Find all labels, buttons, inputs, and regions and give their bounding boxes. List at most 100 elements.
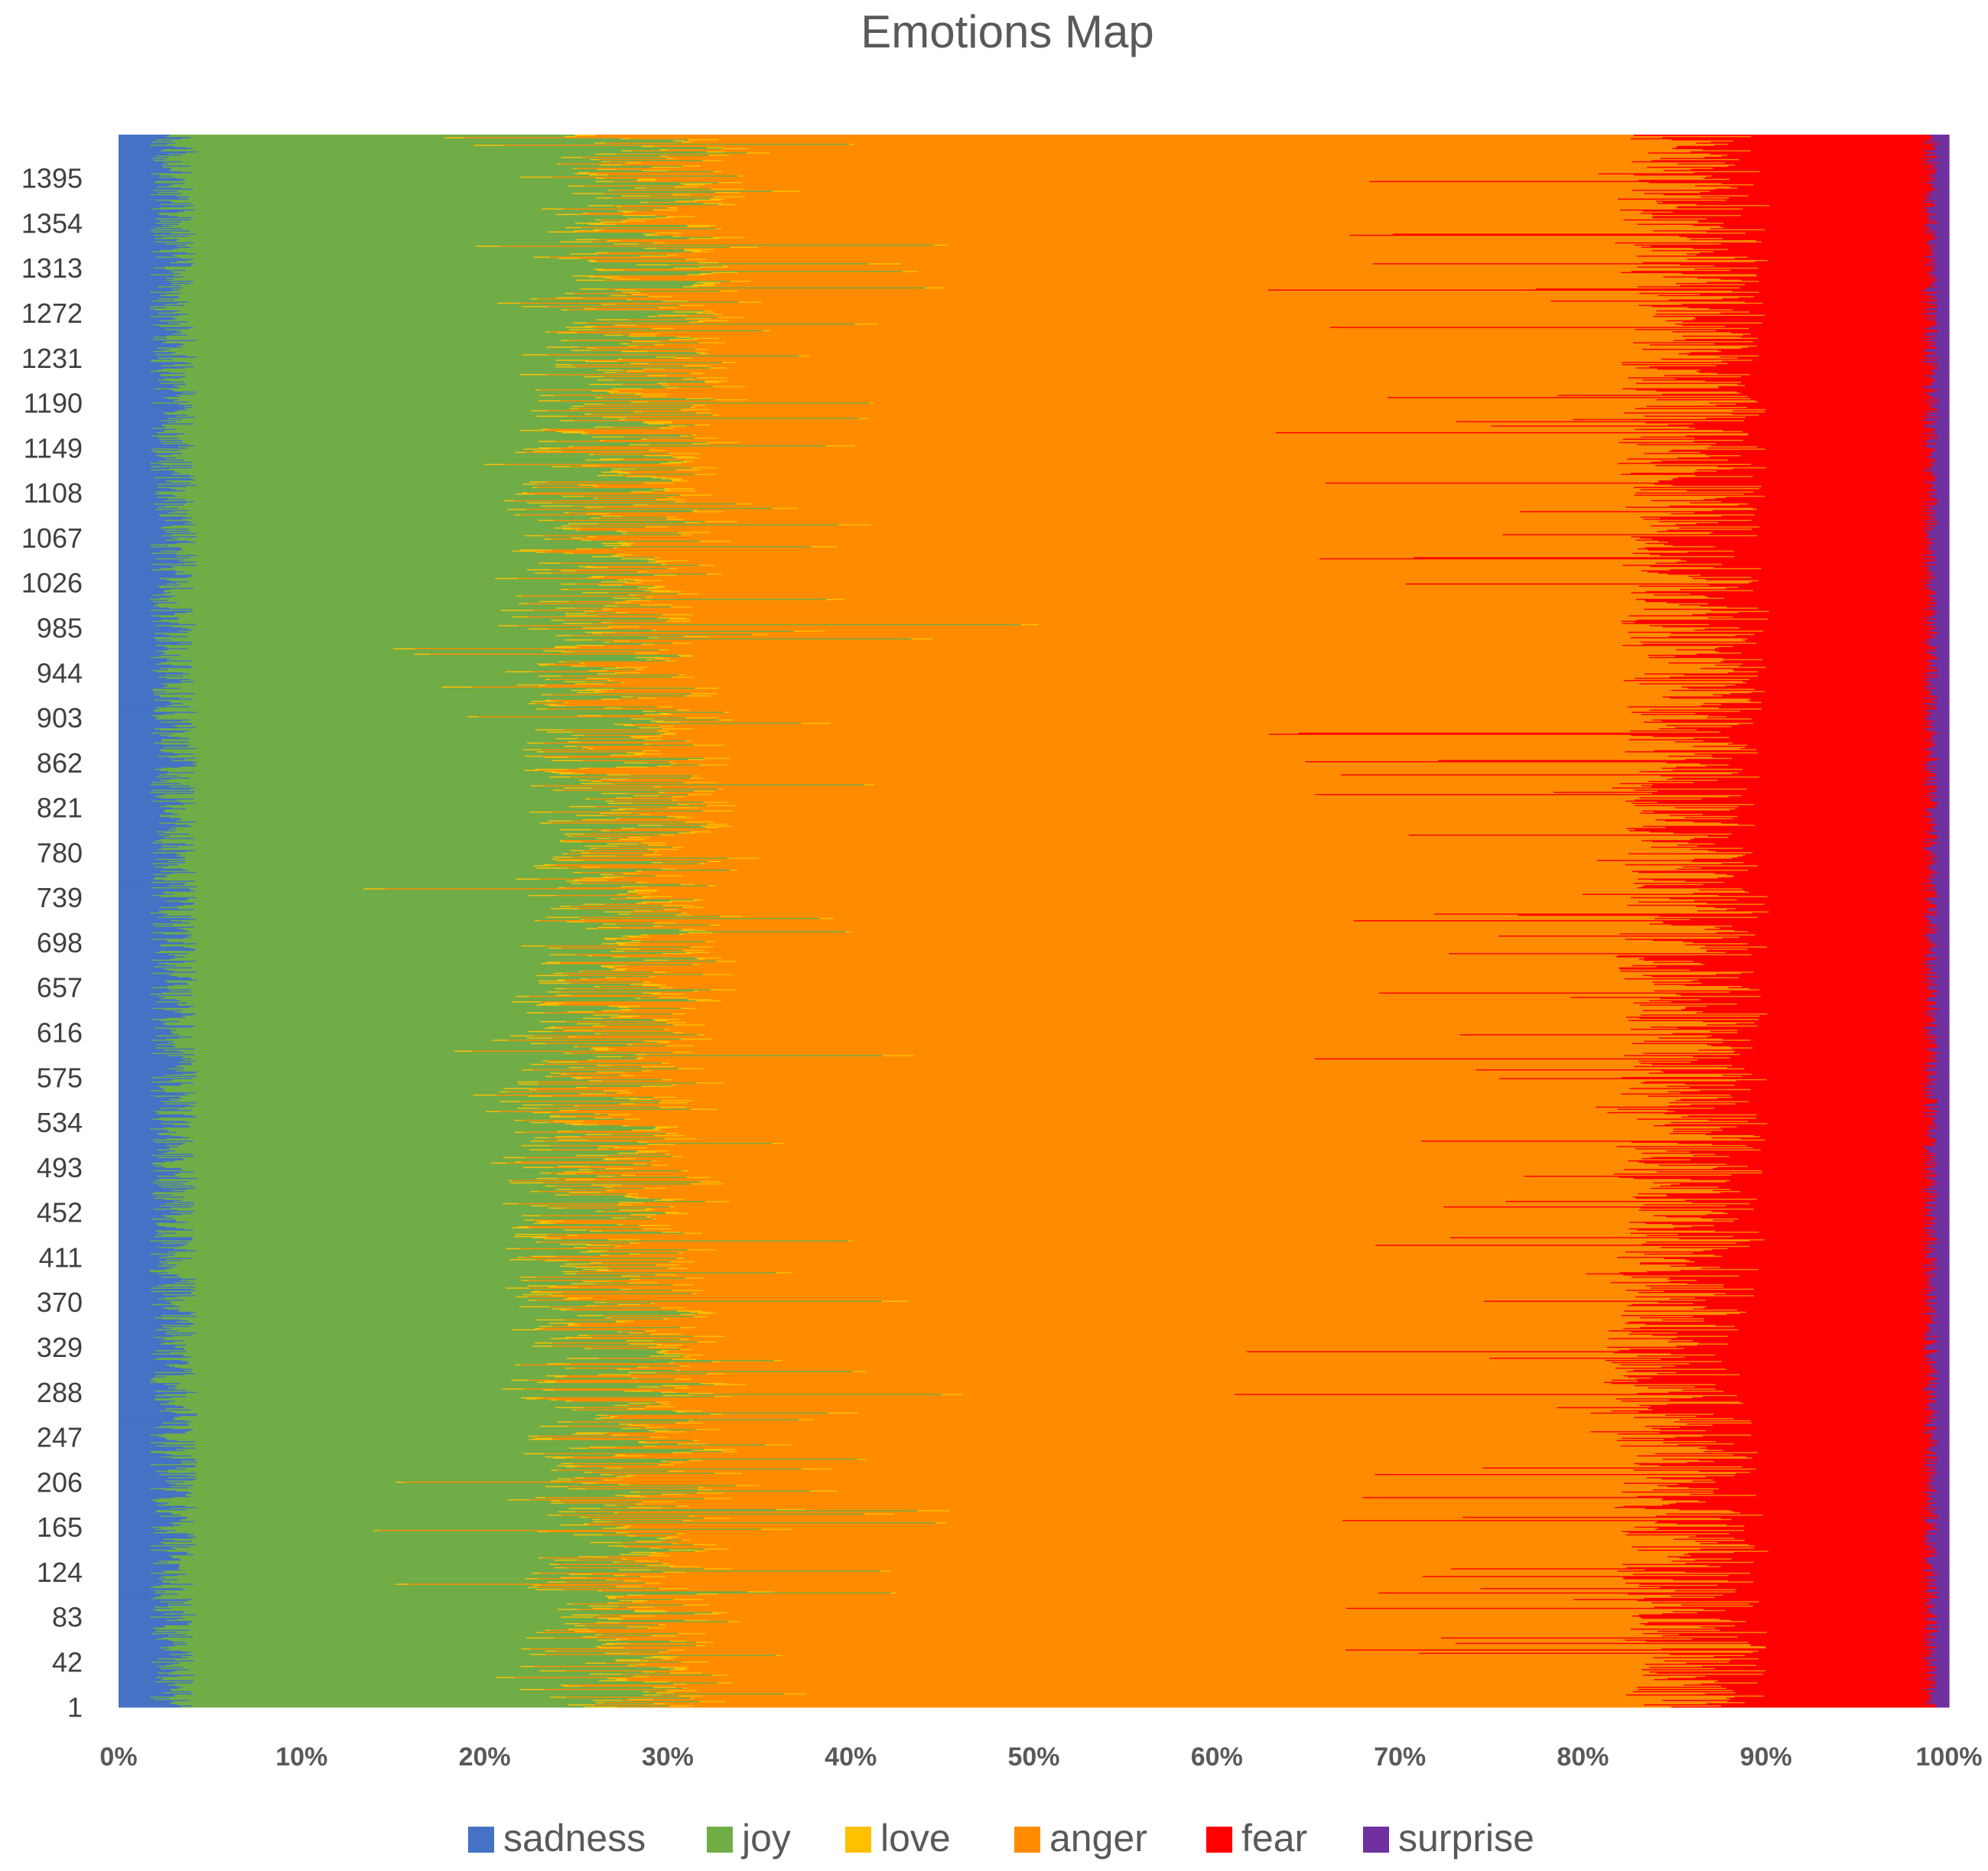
bar-segment-surprise [1936, 1453, 1950, 1455]
bar-segment-sadness [119, 893, 175, 895]
bar-segment-surprise [1923, 1658, 1950, 1660]
bar-segment-fear [1570, 996, 1928, 998]
bar-segment-joy [166, 1137, 665, 1140]
bar-segment-surprise [1928, 1384, 1950, 1385]
bar-segment-sadness [119, 1418, 173, 1420]
bar-segment-anger [565, 887, 1638, 889]
bar-segment-anger [611, 1280, 1670, 1283]
bar-segment-sadness [119, 1652, 187, 1655]
bar-segment-fear [1641, 1152, 1934, 1154]
bar-segment-sadness [119, 1653, 171, 1655]
bar-segment-sadness [119, 1283, 197, 1284]
bar-segment-anger [620, 1561, 1755, 1564]
bar-segment-sadness [119, 1175, 158, 1177]
bar-segment-surprise [1928, 1403, 1950, 1405]
bar-segment-surprise [1935, 1400, 1950, 1402]
bar-segment-joy [189, 1624, 659, 1625]
bar-segment-sadness [119, 1033, 180, 1036]
bar-segment-anger [672, 987, 1729, 988]
bar-segment-sadness [119, 988, 192, 991]
bar-segment-joy [195, 1459, 690, 1461]
bar-segment-joy [190, 1622, 597, 1623]
bar-segment-love [704, 1498, 732, 1499]
bar-segment-anger [621, 1245, 1751, 1248]
bar-segment-love [597, 1647, 625, 1648]
bar-segment-love [651, 1635, 678, 1637]
bar-segment-surprise [1934, 1036, 1950, 1039]
bar-segment-fear [1767, 1122, 1935, 1124]
bar-segment-surprise [1936, 1587, 1950, 1590]
bar-segment-anger [560, 1004, 1641, 1006]
bar-segment-anger [530, 1648, 1662, 1650]
bar-segment-surprise [1925, 1339, 1950, 1341]
bar-segment-joy [196, 1278, 631, 1280]
bar-segment-surprise [1926, 1393, 1950, 1395]
bar-segment-love [613, 1511, 619, 1514]
bar-segment-fear [1628, 1593, 1931, 1595]
bar-segment-anger [621, 1617, 1642, 1619]
bar-segment-love [682, 949, 705, 952]
bar-segment-fear [1661, 1366, 1934, 1368]
bar-segment-fear [1624, 1169, 1925, 1170]
bar-segment-joy [161, 1456, 546, 1458]
bar-segment-anger [688, 1170, 1763, 1172]
bar-segment-fear [1628, 1321, 1938, 1323]
bar-segment-anger [646, 1440, 1717, 1443]
bar-segment-fear [1634, 1463, 1937, 1465]
bar-segment-love [682, 1356, 691, 1359]
bar-segment-fear [1679, 1508, 1927, 1511]
bar-segment-surprise [1932, 1450, 1950, 1453]
bar-segment-love [682, 1687, 688, 1690]
bar-segment-anger [713, 1641, 1749, 1643]
bar-segment-joy [165, 1091, 501, 1093]
bar-segment-fear [1631, 1331, 1933, 1333]
bar-segment-love [616, 942, 641, 944]
bar-segment-anger [542, 1327, 1625, 1329]
bar-segment-joy [187, 1094, 474, 1096]
bar-segment-love [571, 849, 585, 851]
bar-segment-anger [552, 1030, 1711, 1033]
bar-segment-fear [1700, 1625, 1938, 1628]
bar-segment-joy [191, 1212, 666, 1215]
bar-segment-sadness [119, 982, 187, 984]
bar-segment-fear [1625, 938, 1931, 940]
bar-segment-love [576, 1154, 610, 1157]
bar-segment-love [534, 919, 540, 922]
bar-segment-sadness [119, 972, 152, 975]
bar-segment-fear [1708, 1119, 1933, 1121]
bar-segment-joy [190, 1430, 649, 1432]
bar-segment-sadness [119, 1683, 175, 1685]
bar-segment-love [651, 1164, 669, 1167]
bar-segment-fear [1653, 879, 1934, 881]
bar-segment-sadness [119, 1531, 155, 1534]
bar-segment-anger [686, 1571, 1686, 1573]
bar-segment-anger [696, 1007, 1686, 1010]
bar-segment-joy [183, 1339, 627, 1342]
bar-segment-joy [193, 1428, 697, 1430]
bar-segment-joy [152, 1562, 663, 1564]
bar-segment-love [679, 932, 685, 935]
bar-segment-joy [155, 1095, 530, 1097]
bar-segment-anger [682, 993, 1677, 995]
bar-segment-fear [1681, 994, 1937, 996]
bar-segment-anger [649, 1625, 1701, 1628]
bar-segment-surprise [1924, 1206, 1950, 1208]
bar-segment-surprise [1936, 1008, 1950, 1010]
bar-segment-sadness [119, 1147, 170, 1149]
bar-segment-joy [151, 1526, 617, 1528]
bar-segment-anger [672, 896, 1768, 897]
bar-segment-surprise [1925, 1557, 1950, 1559]
bar-segment-surprise [1924, 1458, 1950, 1460]
bar-segment-fear [1625, 1322, 1932, 1324]
bar-segment-joy [164, 793, 689, 796]
bar-segment-joy [155, 1316, 606, 1319]
bar-segment-surprise [1931, 798, 1950, 800]
bar-segment-love [677, 1533, 685, 1534]
bar-segment-anger [708, 1316, 1694, 1317]
bar-segment-sadness [119, 815, 161, 818]
bar-segment-joy [184, 1354, 685, 1356]
bar-segment-surprise [1927, 1500, 1950, 1502]
bar-segment-love [578, 1556, 608, 1557]
bar-segment-sadness [119, 994, 194, 996]
bar-segment-surprise [1930, 1392, 1950, 1394]
